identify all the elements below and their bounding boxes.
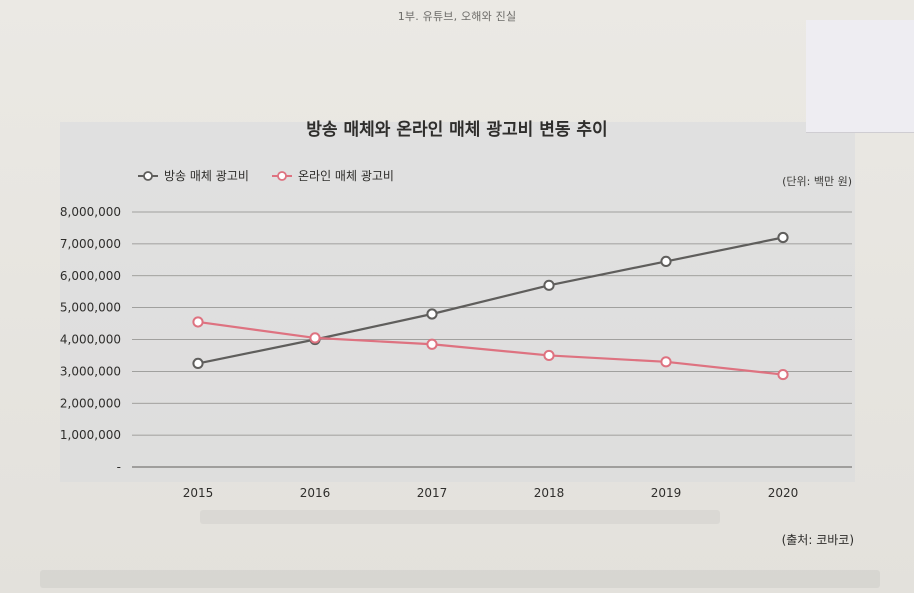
x-tick-label: 2015 — [183, 486, 214, 500]
y-tick-label: - — [117, 460, 121, 474]
y-tick-label: 2,000,000 — [60, 396, 121, 410]
y-tick-label: 4,000,000 — [60, 333, 121, 347]
data-point-series-2 — [426, 338, 438, 350]
legend-marker-2 — [277, 171, 287, 181]
x-tick-label: 2016 — [300, 486, 331, 500]
y-tick-label: 1,000,000 — [60, 428, 121, 442]
data-point-series-1 — [777, 231, 789, 244]
y-tick-label: 8,000,000 — [60, 205, 121, 219]
chart-title: 방송 매체와 온라인 매체 광고비 변동 추이 — [306, 120, 608, 140]
data-point-series-1 — [426, 308, 438, 320]
legend-label-1: 방송 매체 광고비 — [164, 169, 249, 183]
data-point-series-2 — [543, 349, 555, 362]
x-tick-label: 2020 — [768, 486, 799, 500]
x-tick-label: 2017 — [417, 486, 448, 500]
bleed-through-band — [60, 122, 855, 482]
y-tick-label: 6,000,000 — [60, 269, 121, 283]
data-point-series-2 — [309, 332, 321, 344]
y-tick-label: 3,000,000 — [60, 364, 121, 378]
running-header: 1부. 유튜브, 오해와 진실 — [397, 10, 517, 23]
y-tick-label: 5,000,000 — [60, 301, 121, 315]
data-point-series-1 — [660, 255, 672, 268]
source-label: (출처: 코바코) — [781, 533, 854, 547]
bleed-through-caption — [200, 510, 720, 524]
unit-label: (단위: 백만 원) — [782, 175, 852, 188]
x-tick-label: 2018 — [534, 486, 565, 500]
data-point-series-2 — [660, 356, 672, 368]
data-point-series-2 — [192, 316, 204, 328]
sticky-note — [806, 20, 914, 133]
data-point-series-1 — [543, 279, 555, 291]
y-tick-label: 7,000,000 — [60, 237, 121, 251]
series-line-2 — [197, 320, 784, 376]
series-line-1 — [197, 236, 784, 365]
legend-marker-1 — [143, 171, 153, 181]
x-tick-label: 2019 — [651, 486, 682, 500]
bleed-through-body-text — [40, 570, 880, 588]
legend-label-2: 온라인 매체 광고비 — [298, 169, 394, 183]
data-point-series-2 — [777, 368, 789, 381]
data-point-series-1 — [192, 357, 204, 370]
